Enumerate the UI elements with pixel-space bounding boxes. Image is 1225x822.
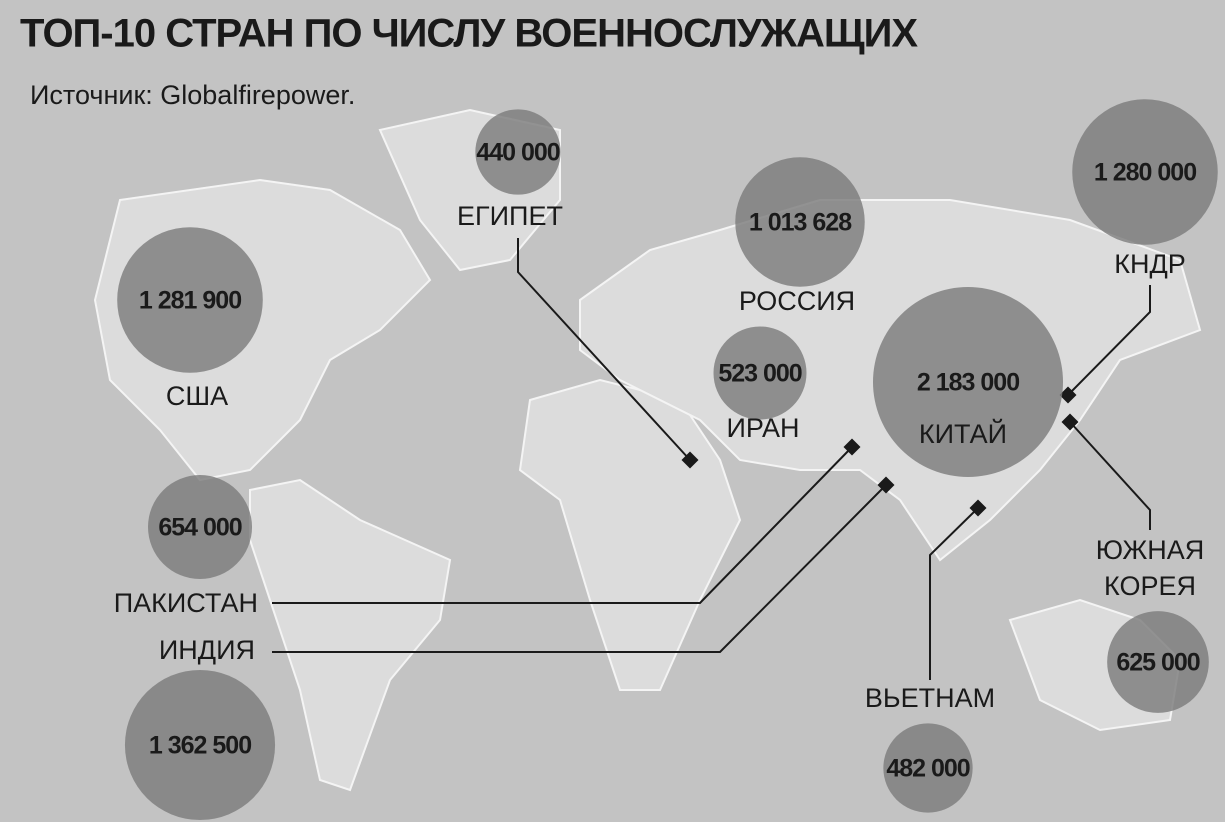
value-bubble: [883, 723, 973, 813]
value-label: 523 000: [718, 360, 801, 388]
source: Источник: Globalfirepower.: [30, 80, 355, 110]
value-bubble: [1072, 99, 1218, 245]
value-label: 1 280 000: [1094, 159, 1196, 187]
name-line: КОРЕЯ: [1104, 571, 1196, 601]
leader-line: [1067, 285, 1151, 396]
country-name: КИТАЙ: [919, 418, 1007, 449]
value-label: 625 000: [1116, 649, 1199, 677]
leader-line: [517, 238, 691, 461]
country-name: ЮЖНАЯ КОРЕЯ: [1096, 535, 1205, 601]
value-bubble: [713, 326, 807, 420]
value-bubble: [475, 109, 561, 195]
marker: [843, 438, 861, 456]
value-bubble: [735, 157, 865, 287]
value-bubble: [124, 669, 276, 821]
value-label: 1 281 900: [139, 287, 241, 315]
title: ТОП-10 СТРАН ПО ЧИСЛУ ВОЕННОСЛУЖАЩИХ: [20, 12, 918, 56]
country-name: РОССИЯ: [739, 286, 855, 316]
value-label: 440 000: [476, 139, 559, 167]
country-name: ИРАН: [726, 413, 799, 443]
country-name: ЕГИПЕТ: [457, 201, 563, 231]
value-label: 1 013 628: [749, 209, 852, 237]
marker: [969, 499, 987, 517]
name-line: ЮЖНАЯ: [1096, 535, 1205, 565]
leader-line: [1069, 421, 1151, 530]
value-label: 654 000: [158, 514, 241, 542]
country-name: ВЬЕТНАМ: [865, 683, 995, 713]
value-label: 1 362 500: [149, 732, 251, 760]
leader-line: [272, 484, 887, 653]
marker: [681, 451, 699, 469]
marker: [877, 476, 895, 494]
country-name: КНДР: [1114, 249, 1186, 279]
leader-line: [929, 507, 979, 680]
value-bubble: [148, 475, 252, 579]
leader-line: [272, 446, 853, 604]
value-label: 482 000: [886, 755, 969, 783]
value-label: 2 183 000: [917, 369, 1019, 397]
value-bubble: [1107, 611, 1209, 713]
value-bubble: [117, 227, 263, 373]
value-bubble: [872, 286, 1064, 478]
country-name: ИНДИЯ: [159, 635, 255, 665]
country-name: ПАКИСТАН: [114, 588, 258, 618]
country-name: США: [166, 381, 228, 411]
